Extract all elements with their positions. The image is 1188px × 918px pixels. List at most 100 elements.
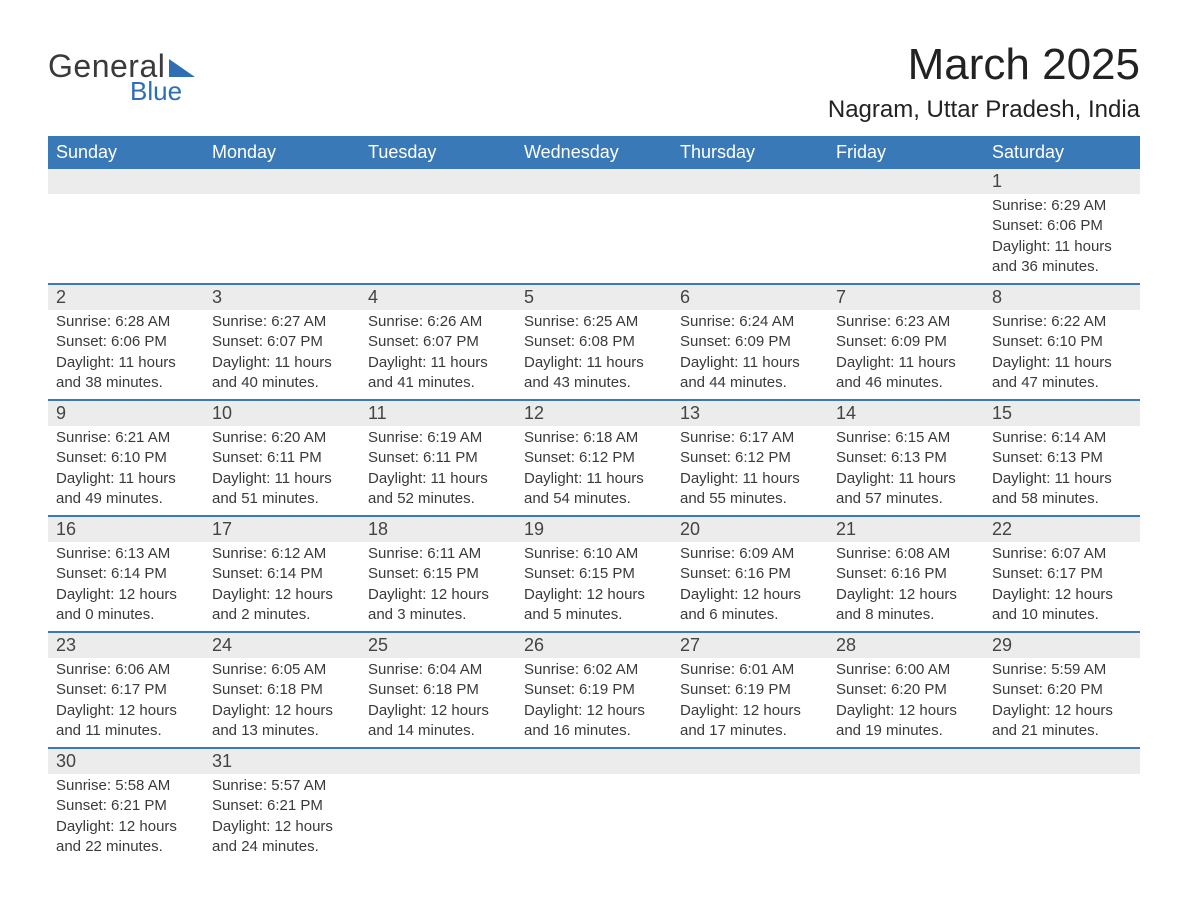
daylight-text: Daylight: 12 hours [56, 817, 196, 837]
weekday-header: Wednesday [516, 136, 672, 169]
sunset-text: Sunset: 6:11 PM [368, 448, 508, 468]
day-detail-cell: Sunrise: 6:11 AMSunset: 6:15 PMDaylight:… [360, 542, 516, 632]
sunrise-text: Sunrise: 6:02 AM [524, 660, 664, 680]
day-detail-cell: Sunrise: 6:12 AMSunset: 6:14 PMDaylight:… [204, 542, 360, 632]
header: General Blue March 2025 Nagram, Uttar Pr… [48, 40, 1140, 124]
sunset-text: Sunset: 6:15 PM [524, 564, 664, 584]
sunset-text: Sunset: 6:14 PM [56, 564, 196, 584]
day-number-cell: 2 [48, 284, 204, 310]
daylight-text-2: and 47 minutes. [992, 373, 1132, 393]
day-number-cell: 28 [828, 632, 984, 658]
sunset-text: Sunset: 6:07 PM [212, 332, 352, 352]
location: Nagram, Uttar Pradesh, India [828, 96, 1140, 124]
sunset-text: Sunset: 6:09 PM [680, 332, 820, 352]
daylight-text-2: and 38 minutes. [56, 373, 196, 393]
daylight-text: Daylight: 11 hours [992, 469, 1132, 489]
sunrise-text: Sunrise: 6:04 AM [368, 660, 508, 680]
sunrise-text: Sunrise: 6:17 AM [680, 428, 820, 448]
daylight-text-2: and 52 minutes. [368, 489, 508, 509]
day-detail-cell: Sunrise: 6:24 AMSunset: 6:09 PMDaylight:… [672, 310, 828, 400]
day-number-cell [360, 169, 516, 194]
day-number-row: 3031 [48, 748, 1140, 774]
day-number-cell: 24 [204, 632, 360, 658]
sunrise-text: Sunrise: 6:22 AM [992, 312, 1132, 332]
sunset-text: Sunset: 6:19 PM [680, 680, 820, 700]
day-detail-cell: Sunrise: 6:07 AMSunset: 6:17 PMDaylight:… [984, 542, 1140, 632]
weekday-header: Saturday [984, 136, 1140, 169]
daylight-text: Daylight: 12 hours [680, 701, 820, 721]
sunrise-text: Sunrise: 6:29 AM [992, 196, 1132, 216]
sunset-text: Sunset: 6:09 PM [836, 332, 976, 352]
sunset-text: Sunset: 6:06 PM [56, 332, 196, 352]
day-number-cell [204, 169, 360, 194]
daylight-text: Daylight: 11 hours [680, 469, 820, 489]
daylight-text-2: and 49 minutes. [56, 489, 196, 509]
weekday-header: Tuesday [360, 136, 516, 169]
sunrise-text: Sunrise: 6:24 AM [680, 312, 820, 332]
sunrise-text: Sunrise: 5:59 AM [992, 660, 1132, 680]
day-detail-cell [48, 194, 204, 284]
day-number-row: 2345678 [48, 284, 1140, 310]
sunset-text: Sunset: 6:13 PM [992, 448, 1132, 468]
daylight-text: Daylight: 11 hours [992, 237, 1132, 257]
daylight-text: Daylight: 11 hours [524, 353, 664, 373]
sunrise-text: Sunrise: 6:13 AM [56, 544, 196, 564]
daylight-text: Daylight: 12 hours [836, 701, 976, 721]
sunset-text: Sunset: 6:19 PM [524, 680, 664, 700]
day-number-cell: 19 [516, 516, 672, 542]
day-detail-cell [360, 194, 516, 284]
sunrise-text: Sunrise: 6:27 AM [212, 312, 352, 332]
sunrise-text: Sunrise: 6:20 AM [212, 428, 352, 448]
day-number-cell: 16 [48, 516, 204, 542]
day-detail-cell: Sunrise: 6:15 AMSunset: 6:13 PMDaylight:… [828, 426, 984, 516]
daylight-text: Daylight: 11 hours [212, 469, 352, 489]
daylight-text-2: and 51 minutes. [212, 489, 352, 509]
daylight-text-2: and 19 minutes. [836, 721, 976, 741]
day-number-cell: 11 [360, 400, 516, 426]
day-number-row: 1 [48, 169, 1140, 194]
logo: General Blue [48, 50, 195, 104]
day-number-cell [672, 748, 828, 774]
day-number-cell: 5 [516, 284, 672, 310]
day-number-cell: 20 [672, 516, 828, 542]
day-number-cell: 8 [984, 284, 1140, 310]
day-number-cell: 26 [516, 632, 672, 658]
sunset-text: Sunset: 6:07 PM [368, 332, 508, 352]
daylight-text: Daylight: 11 hours [368, 469, 508, 489]
daylight-text: Daylight: 11 hours [56, 353, 196, 373]
daylight-text-2: and 24 minutes. [212, 837, 352, 857]
sunrise-text: Sunrise: 6:28 AM [56, 312, 196, 332]
sunrise-text: Sunrise: 6:21 AM [56, 428, 196, 448]
sunset-text: Sunset: 6:21 PM [212, 796, 352, 816]
sunrise-text: Sunrise: 6:06 AM [56, 660, 196, 680]
sunset-text: Sunset: 6:14 PM [212, 564, 352, 584]
daylight-text-2: and 41 minutes. [368, 373, 508, 393]
daylight-text-2: and 3 minutes. [368, 605, 508, 625]
day-detail-cell [828, 774, 984, 863]
sunrise-text: Sunrise: 6:01 AM [680, 660, 820, 680]
day-number-cell: 7 [828, 284, 984, 310]
sunset-text: Sunset: 6:18 PM [368, 680, 508, 700]
sunset-text: Sunset: 6:18 PM [212, 680, 352, 700]
logo-text-blue: Blue [130, 78, 195, 104]
daylight-text-2: and 0 minutes. [56, 605, 196, 625]
daylight-text-2: and 36 minutes. [992, 257, 1132, 277]
daylight-text-2: and 44 minutes. [680, 373, 820, 393]
sunrise-text: Sunrise: 6:19 AM [368, 428, 508, 448]
day-detail-row: Sunrise: 6:29 AMSunset: 6:06 PMDaylight:… [48, 194, 1140, 284]
daylight-text: Daylight: 11 hours [680, 353, 820, 373]
day-detail-cell: Sunrise: 6:28 AMSunset: 6:06 PMDaylight:… [48, 310, 204, 400]
day-detail-cell [516, 194, 672, 284]
day-number-row: 16171819202122 [48, 516, 1140, 542]
daylight-text: Daylight: 12 hours [680, 585, 820, 605]
weekday-header: Friday [828, 136, 984, 169]
sunrise-text: Sunrise: 6:00 AM [836, 660, 976, 680]
daylight-text: Daylight: 12 hours [368, 701, 508, 721]
daylight-text: Daylight: 12 hours [524, 701, 664, 721]
daylight-text: Daylight: 12 hours [992, 585, 1132, 605]
daylight-text-2: and 22 minutes. [56, 837, 196, 857]
calendar-table: Sunday Monday Tuesday Wednesday Thursday… [48, 136, 1140, 863]
sunset-text: Sunset: 6:21 PM [56, 796, 196, 816]
sunset-text: Sunset: 6:20 PM [992, 680, 1132, 700]
daylight-text-2: and 2 minutes. [212, 605, 352, 625]
